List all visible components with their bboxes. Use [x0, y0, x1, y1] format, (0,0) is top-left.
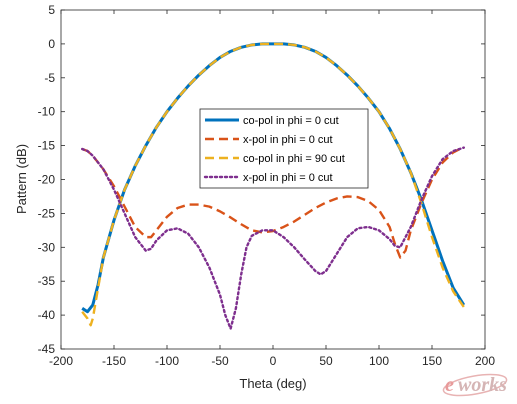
x-axis-title: Theta (deg) [239, 376, 306, 391]
legend: co-pol in phi = 0 cut x-pol in phi = 0 cu… [199, 108, 369, 189]
watermark-text: works [458, 374, 507, 396]
legend-label-1: co-pol in phi = 0 cut [243, 115, 339, 127]
series-line-3 [81, 42, 465, 327]
watermark-swoosh [442, 373, 508, 397]
x-tick-label: 100 [369, 354, 389, 368]
y-tick-label: -40 [38, 308, 56, 322]
legend-box [199, 108, 369, 189]
y-tick-label: -30 [38, 240, 56, 254]
x-tick-label: -200 [49, 354, 73, 368]
y-tick-label: -25 [38, 206, 56, 220]
y-tick-label: -5 [44, 71, 55, 85]
legend-label-4: x-pol in phi = 0 cut [243, 172, 333, 184]
x-tick-label: -100 [155, 354, 179, 368]
eworks-watermark: e works [441, 365, 511, 399]
series-layer [81, 42, 466, 330]
y-tick-label: -20 [38, 173, 56, 187]
series-line-2 [81, 147, 464, 259]
x-tick-label: 200 [475, 354, 495, 368]
y-tick-label: -45 [38, 342, 56, 356]
tick-layer: -200 -150 -100 -50 0 50 100 150 20050-5-10-15-20… [38, 3, 496, 368]
legend-label-2: x-pol in phi = 0 cut [243, 134, 333, 146]
y-tick-label: -10 [38, 105, 56, 119]
y-tick-label: -15 [38, 139, 56, 153]
y-axis-title: Pattern (dB) [14, 144, 29, 214]
series-line-4 [81, 146, 465, 330]
y-tick-label: -35 [38, 274, 56, 288]
x-tick-label: -150 [102, 354, 126, 368]
legend-label-3: co-pol in phi = 90 cut [243, 153, 345, 165]
x-tick-label: 150 [422, 354, 442, 368]
x-tick-label: -50 [211, 354, 229, 368]
y-tick-label: 5 [48, 3, 55, 17]
y-tick-label: 0 [48, 37, 55, 51]
x-tick-label: 50 [319, 354, 333, 368]
x-tick-label: 0 [270, 354, 277, 368]
watermark-letter: e [445, 374, 454, 396]
